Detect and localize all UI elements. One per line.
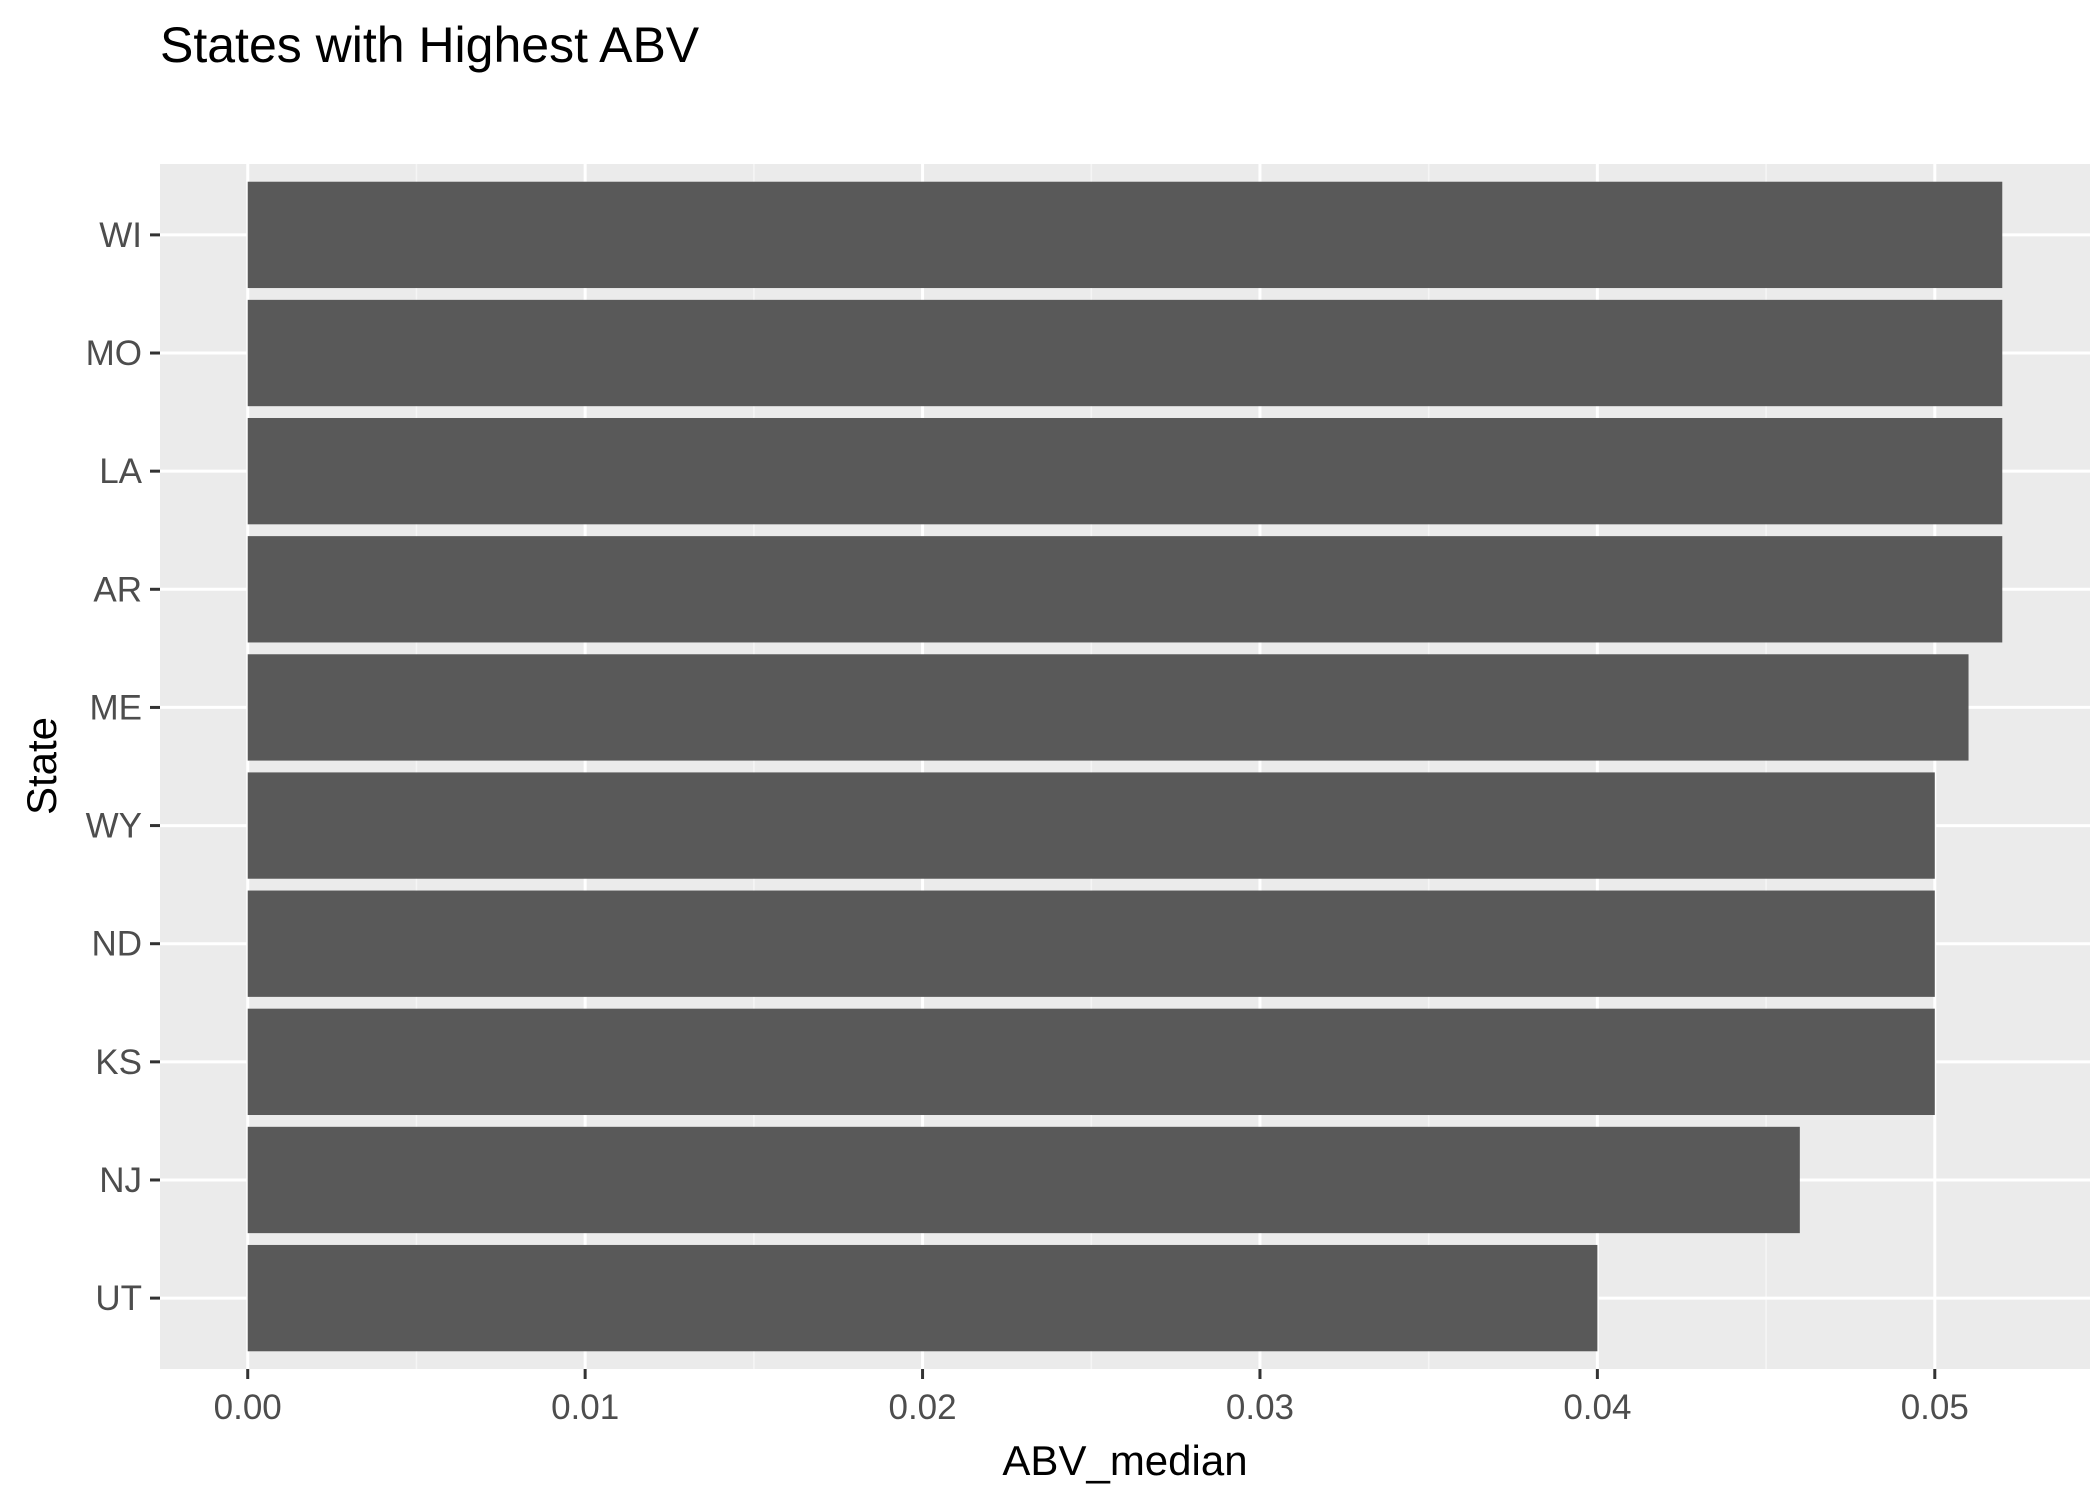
y-tick-label: ME: [90, 688, 143, 727]
x-tick-label: 0.01: [551, 1388, 619, 1427]
bar-nj: [247, 1126, 1800, 1234]
y-tick-label: LA: [99, 452, 142, 491]
y-tick-label: WI: [99, 216, 142, 255]
x-tick-label: 0.00: [214, 1388, 282, 1427]
x-axis-title: ABV_median: [1002, 1437, 1247, 1484]
bar-nd: [247, 890, 1935, 997]
y-tick-label: UT: [95, 1279, 142, 1318]
bar-me: [247, 654, 1969, 761]
y-tick-label: KS: [95, 1043, 142, 1082]
bar-ut: [247, 1244, 1598, 1352]
y-tick-label: NJ: [99, 1161, 142, 1200]
chart-title: States with Highest ABV: [160, 17, 700, 73]
y-axis-title: State: [18, 717, 65, 815]
bar-la: [247, 417, 2003, 525]
x-tick-label: 0.04: [1563, 1388, 1631, 1427]
bar-ar: [247, 536, 2003, 643]
y-axis: WI MO LA AR ME WY ND KS NJ UT: [86, 216, 160, 1318]
y-tick-label: ND: [91, 925, 142, 964]
y-tick-label: AR: [93, 570, 142, 609]
x-tick-label: 0.02: [888, 1388, 956, 1427]
bars: [247, 181, 2003, 1352]
bar-wi: [247, 181, 2003, 289]
x-tick-label: 0.03: [1226, 1388, 1294, 1427]
x-tick-label: 0.05: [1901, 1388, 1969, 1427]
bar-wy: [247, 772, 1935, 879]
bar-mo: [247, 299, 2003, 407]
x-axis: 0.00 0.01 0.02 0.03 0.04 0.05: [214, 1369, 1969, 1427]
bar-ks: [247, 1008, 1935, 1116]
y-tick-label: WY: [86, 807, 142, 846]
y-tick-label: MO: [86, 334, 142, 373]
